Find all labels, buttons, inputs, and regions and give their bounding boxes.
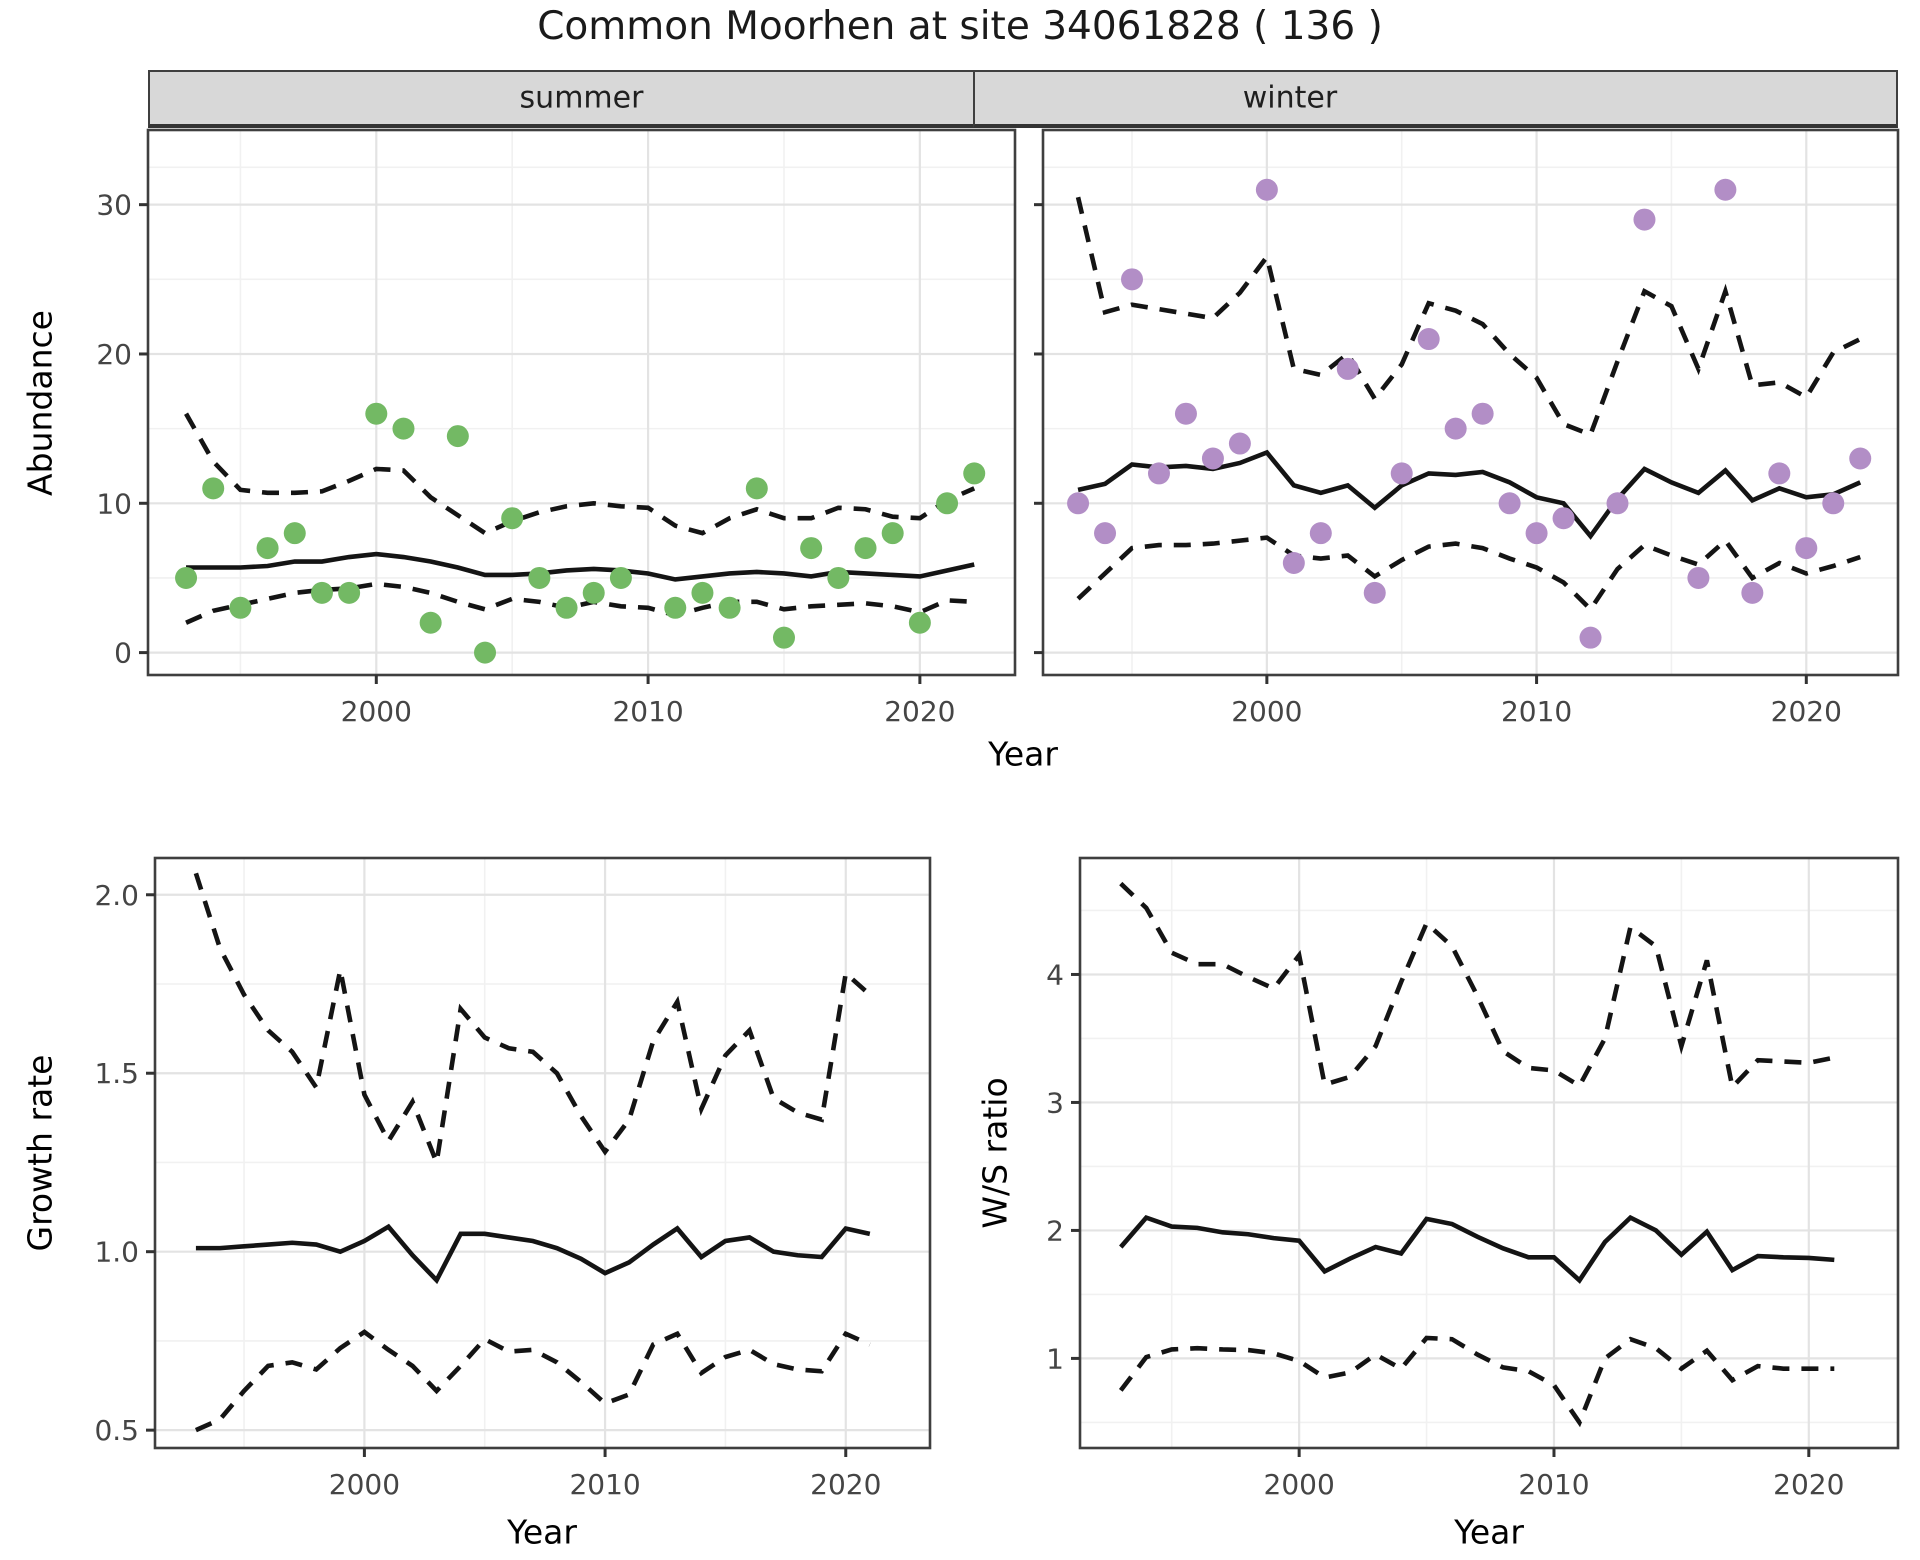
y-axis-title-growth-rate: Growth rate bbox=[20, 1054, 60, 1252]
facet-strip-summer: summer bbox=[148, 70, 1015, 128]
svg-text:2010: 2010 bbox=[569, 1468, 640, 1501]
panel-summer-abundance: 2000 2010 2020 0 10 20 30 bbox=[78, 124, 1023, 764]
panel-growth-rate: 2000 2010 2020 0.5 1.0 1.5 2.0 bbox=[85, 852, 938, 1512]
svg-text:2020: 2020 bbox=[1771, 695, 1842, 728]
svg-text:2020: 2020 bbox=[884, 695, 955, 728]
svg-text:3: 3 bbox=[1046, 1086, 1064, 1119]
svg-text:2000: 2000 bbox=[1231, 695, 1302, 728]
svg-text:0.5: 0.5 bbox=[94, 1414, 139, 1447]
facet-label-summer: summer bbox=[519, 80, 644, 116]
x-axis-title-year-top: Year bbox=[988, 734, 1058, 774]
svg-text:2000: 2000 bbox=[341, 695, 412, 728]
svg-text:2000: 2000 bbox=[1264, 1468, 1335, 1501]
svg-text:2.0: 2.0 bbox=[94, 879, 139, 912]
panel-ws-ratio: 2000 2010 2020 1 2 3 4 bbox=[1010, 852, 1906, 1512]
svg-text:2020: 2020 bbox=[1773, 1468, 1844, 1501]
svg-text:2: 2 bbox=[1046, 1214, 1064, 1247]
facet-strip-winter: winter bbox=[973, 70, 1898, 128]
svg-text:2010: 2010 bbox=[1501, 695, 1572, 728]
svg-text:0: 0 bbox=[114, 637, 132, 670]
x-axis-title-year-ws: Year bbox=[1454, 1512, 1524, 1552]
x-axis-title-year-growth: Year bbox=[507, 1512, 577, 1552]
svg-text:2000: 2000 bbox=[329, 1468, 400, 1501]
svg-text:4: 4 bbox=[1046, 958, 1064, 991]
svg-text:30: 30 bbox=[96, 189, 132, 222]
svg-text:20: 20 bbox=[96, 338, 132, 371]
svg-text:2010: 2010 bbox=[1518, 1468, 1589, 1501]
chart-title: Common Moorhen at site 34061828 ( 136 ) bbox=[537, 4, 1383, 49]
svg-text:2020: 2020 bbox=[810, 1468, 881, 1501]
svg-text:1: 1 bbox=[1046, 1342, 1064, 1375]
y-axis-title-abundance: Abundance bbox=[20, 310, 60, 496]
svg-text:1.5: 1.5 bbox=[94, 1057, 139, 1090]
svg-text:2010: 2010 bbox=[612, 695, 683, 728]
panel-winter-abundance: 2000 2010 2020 bbox=[973, 124, 1906, 764]
svg-text:1.0: 1.0 bbox=[94, 1236, 139, 1269]
y-axis-title-ws-ratio: W/S ratio bbox=[975, 1077, 1015, 1229]
facet-label-winter: winter bbox=[1242, 80, 1338, 116]
svg-text:10: 10 bbox=[96, 487, 132, 520]
